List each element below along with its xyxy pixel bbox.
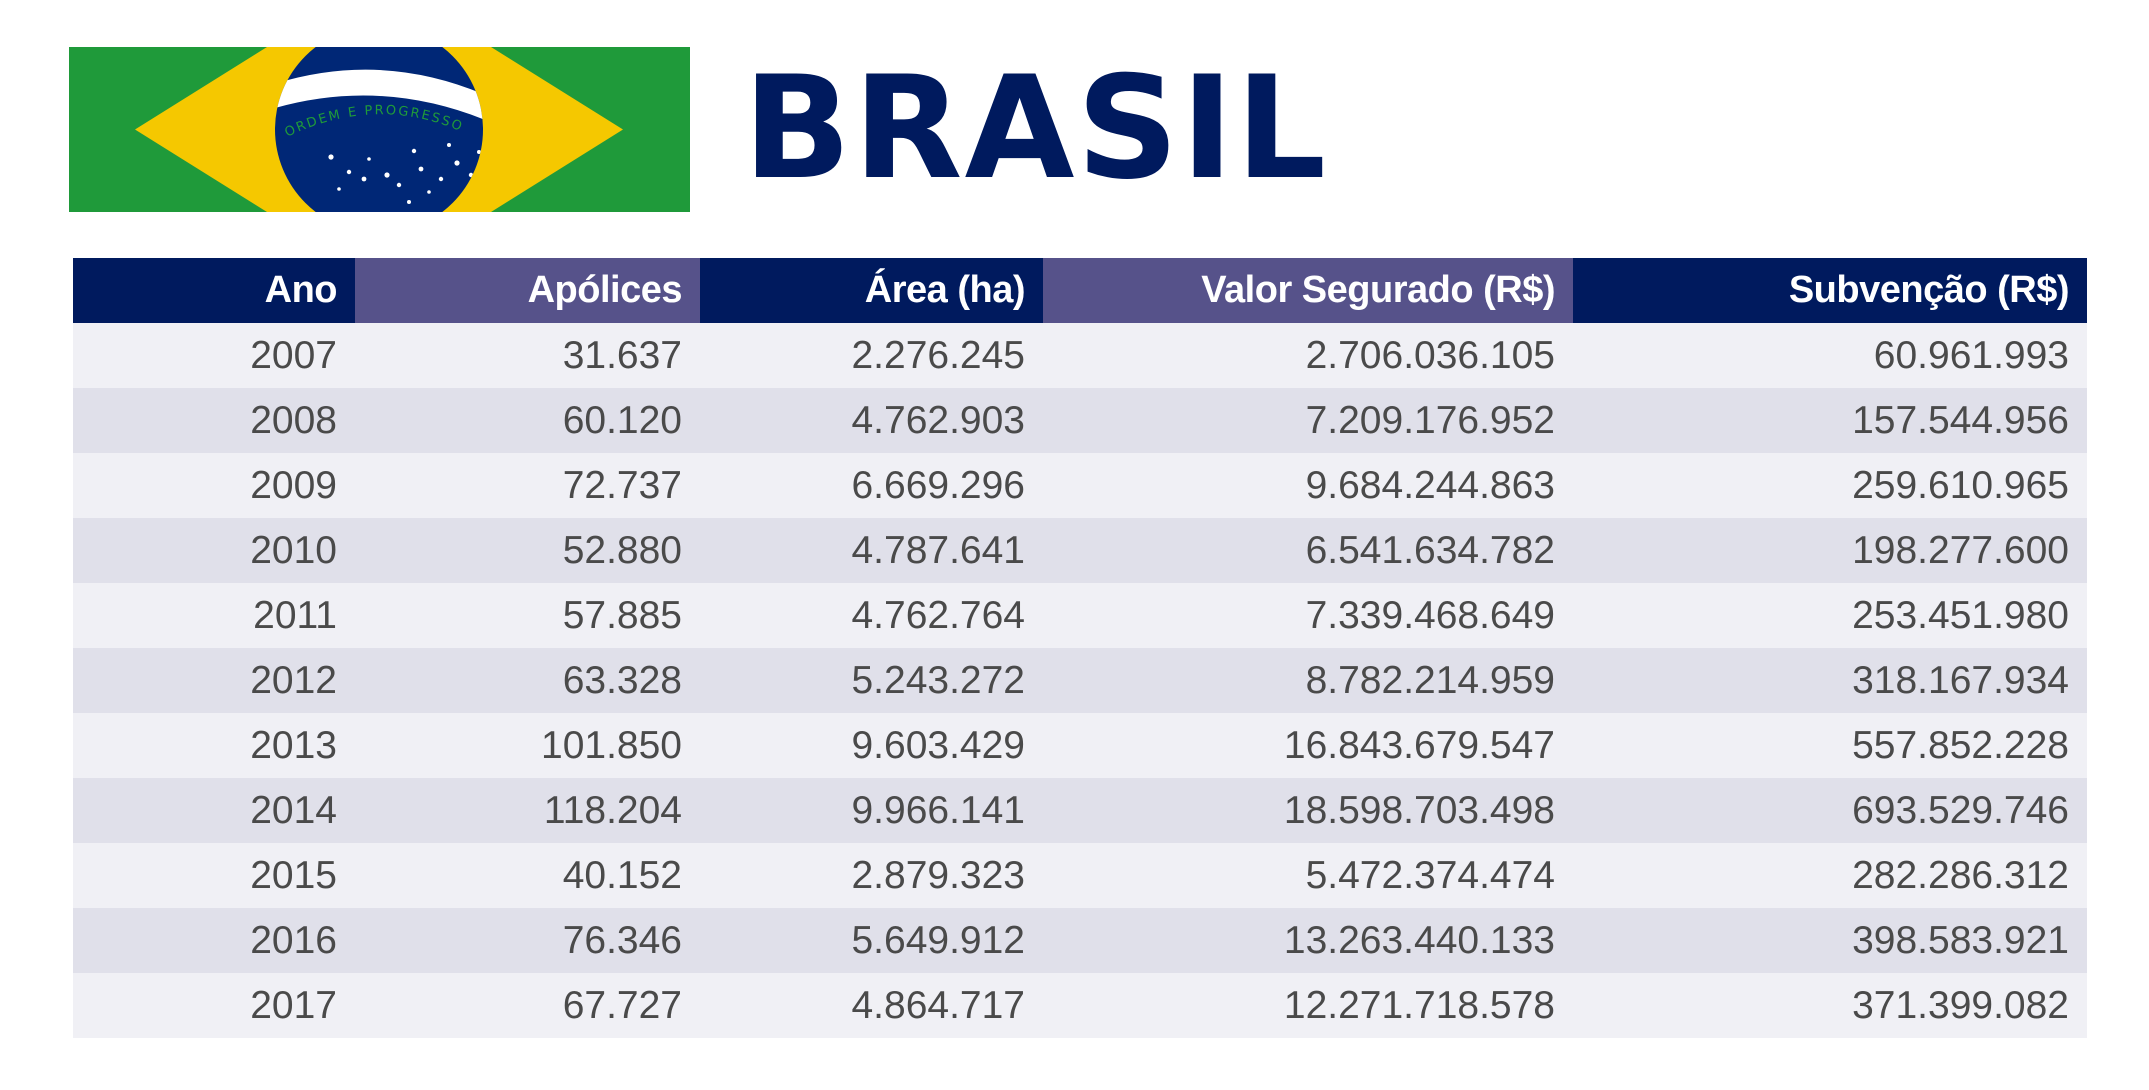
- cell-apolices: 52.880: [355, 518, 700, 583]
- cell-apolices: 57.885: [355, 583, 700, 648]
- column-header-valor-segurado: Valor Segurado (R$): [1043, 258, 1573, 323]
- cell-subvencao: 318.167.934: [1573, 648, 2087, 713]
- cell-ano: 2009: [73, 453, 355, 518]
- table-row: 2008 60.120 4.762.903 7.209.176.952 157.…: [73, 388, 2087, 453]
- column-header-apolices: Apólices: [355, 258, 700, 323]
- cell-ano: 2012: [73, 648, 355, 713]
- cell-area: 4.762.903: [700, 388, 1043, 453]
- cell-subvencao: 60.961.993: [1573, 323, 2087, 388]
- cell-subvencao: 371.399.082: [1573, 973, 2087, 1038]
- cell-valor-segurado: 13.263.440.133: [1043, 908, 1573, 973]
- column-header-ano: Ano: [73, 258, 355, 323]
- cell-ano: 2017: [73, 973, 355, 1038]
- cell-area: 2.276.245: [700, 323, 1043, 388]
- cell-apolices: 76.346: [355, 908, 700, 973]
- cell-apolices: 118.204: [355, 778, 700, 843]
- cell-area: 5.243.272: [700, 648, 1043, 713]
- table-row: 2014 118.204 9.966.141 18.598.703.498 69…: [73, 778, 2087, 843]
- cell-subvencao: 198.277.600: [1573, 518, 2087, 583]
- cell-subvencao: 259.610.965: [1573, 453, 2087, 518]
- cell-subvencao: 253.451.980: [1573, 583, 2087, 648]
- cell-apolices: 72.737: [355, 453, 700, 518]
- cell-area: 9.603.429: [700, 713, 1043, 778]
- table-row: 2010 52.880 4.787.641 6.541.634.782 198.…: [73, 518, 2087, 583]
- cell-apolices: 31.637: [355, 323, 700, 388]
- cell-ano: 2008: [73, 388, 355, 453]
- table-row: 2016 76.346 5.649.912 13.263.440.133 398…: [73, 908, 2087, 973]
- cell-valor-segurado: 5.472.374.474: [1043, 843, 1573, 908]
- cell-apolices: 101.850: [355, 713, 700, 778]
- insurance-data-table: Ano Apólices Área (ha) Valor Segurado (R…: [73, 258, 2087, 1038]
- cell-valor-segurado: 2.706.036.105: [1043, 323, 1573, 388]
- cell-valor-segurado: 7.209.176.952: [1043, 388, 1573, 453]
- cell-subvencao: 282.286.312: [1573, 843, 2087, 908]
- table-row: 2007 31.637 2.276.245 2.706.036.105 60.9…: [73, 323, 2087, 388]
- cell-area: 4.787.641: [700, 518, 1043, 583]
- cell-valor-segurado: 12.271.718.578: [1043, 973, 1573, 1038]
- cell-valor-segurado: 6.541.634.782: [1043, 518, 1573, 583]
- cell-ano: 2016: [73, 908, 355, 973]
- cell-area: 4.864.717: [700, 973, 1043, 1038]
- cell-apolices: 67.727: [355, 973, 700, 1038]
- table-row: 2009 72.737 6.669.296 9.684.244.863 259.…: [73, 453, 2087, 518]
- cell-ano: 2010: [73, 518, 355, 583]
- cell-ano: 2013: [73, 713, 355, 778]
- cell-subvencao: 557.852.228: [1573, 713, 2087, 778]
- brazil-flag: ORDEM E PROGRESSO: [69, 47, 690, 212]
- cell-area: 4.762.764: [700, 583, 1043, 648]
- cell-ano: 2014: [73, 778, 355, 843]
- cell-subvencao: 398.583.921: [1573, 908, 2087, 973]
- cell-valor-segurado: 9.684.244.863: [1043, 453, 1573, 518]
- cell-area: 2.879.323: [700, 843, 1043, 908]
- table-row: 2011 57.885 4.762.764 7.339.468.649 253.…: [73, 583, 2087, 648]
- cell-apolices: 63.328: [355, 648, 700, 713]
- cell-ano: 2011: [73, 583, 355, 648]
- cell-ano: 2007: [73, 323, 355, 388]
- cell-subvencao: 157.544.956: [1573, 388, 2087, 453]
- cell-area: 6.669.296: [700, 453, 1043, 518]
- page-title: BRASIL: [743, 46, 1329, 211]
- cell-valor-segurado: 7.339.468.649: [1043, 583, 1573, 648]
- cell-subvencao: 693.529.746: [1573, 778, 2087, 843]
- cell-valor-segurado: 18.598.703.498: [1043, 778, 1573, 843]
- cell-valor-segurado: 8.782.214.959: [1043, 648, 1573, 713]
- cell-apolices: 60.120: [355, 388, 700, 453]
- table-row: 2012 63.328 5.243.272 8.782.214.959 318.…: [73, 648, 2087, 713]
- star-icons: [328, 143, 481, 204]
- table-row: 2015 40.152 2.879.323 5.472.374.474 282.…: [73, 843, 2087, 908]
- table-row: 2017 67.727 4.864.717 12.271.718.578 371…: [73, 973, 2087, 1038]
- table-row: 2013 101.850 9.603.429 16.843.679.547 55…: [73, 713, 2087, 778]
- cell-apolices: 40.152: [355, 843, 700, 908]
- column-header-area: Área (ha): [700, 258, 1043, 323]
- cell-area: 9.966.141: [700, 778, 1043, 843]
- cell-ano: 2015: [73, 843, 355, 908]
- cell-area: 5.649.912: [700, 908, 1043, 973]
- column-header-subvencao: Subvenção (R$): [1573, 258, 2087, 323]
- cell-valor-segurado: 16.843.679.547: [1043, 713, 1573, 778]
- table-header-row: Ano Apólices Área (ha) Valor Segurado (R…: [73, 258, 2087, 323]
